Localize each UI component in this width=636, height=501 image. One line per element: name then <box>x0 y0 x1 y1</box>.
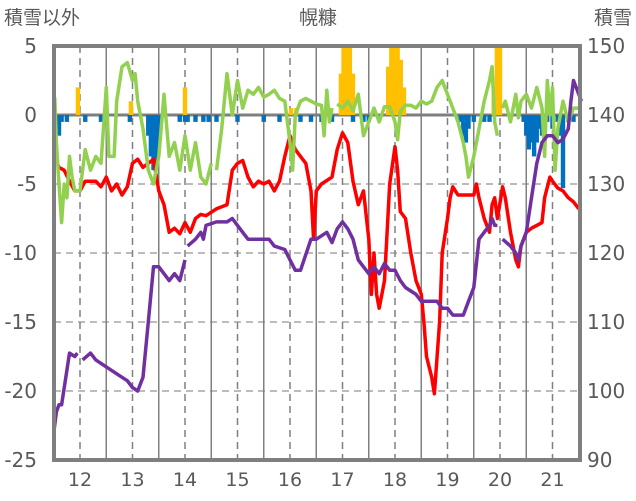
positive-bar <box>347 46 353 115</box>
negative-bar <box>308 115 314 122</box>
negative-bar <box>146 115 151 136</box>
x-tick-label: 19 <box>435 469 459 491</box>
negative-bar <box>298 115 303 122</box>
negative-bar <box>153 115 159 164</box>
negative-bar <box>526 115 532 150</box>
negative-bar <box>361 115 366 122</box>
negative-bar <box>555 115 560 122</box>
x-tick-label: 13 <box>120 469 144 491</box>
negative-bar <box>151 115 156 171</box>
plot-frame <box>52 44 582 462</box>
negative-bar <box>201 115 206 122</box>
right-tick-label: 130 <box>587 172 625 196</box>
negative-bar <box>182 115 188 122</box>
positive-bar <box>494 46 500 115</box>
negative-bar <box>156 115 161 143</box>
right-tick-label: 140 <box>587 103 625 127</box>
negative-bar <box>64 115 70 122</box>
negative-bar <box>537 115 542 129</box>
negative-bar <box>534 115 539 143</box>
x-tick-label: 12 <box>68 469 92 491</box>
negative-bar <box>466 115 471 129</box>
series-lines <box>52 60 584 433</box>
left-tick-label: -25 <box>4 448 37 472</box>
positive-bar <box>497 46 503 115</box>
negative-bar <box>177 115 182 122</box>
right-tick-label: 110 <box>587 310 625 334</box>
negative-bar <box>463 115 469 143</box>
positive-bar <box>128 101 134 115</box>
negative-bar <box>193 115 198 122</box>
positive-bar <box>350 73 356 115</box>
left-tick-label: -15 <box>4 310 37 334</box>
positive-bar <box>385 66 391 115</box>
negative-bar <box>329 115 335 122</box>
negative-bar <box>529 115 534 143</box>
positive-bar <box>344 46 349 115</box>
left-tick-label: -20 <box>4 379 37 403</box>
positive-bar <box>75 87 81 115</box>
negative-bar <box>558 115 563 136</box>
positive-bar <box>338 73 344 115</box>
left-axis-label: 積雪以外 <box>4 7 80 29</box>
negative-bar <box>206 115 211 122</box>
right-tick-label: 100 <box>587 379 625 403</box>
positive-bar <box>341 46 346 115</box>
negative-bar <box>482 115 487 122</box>
negative-bar <box>214 115 219 122</box>
left-tick-label: 0 <box>24 103 37 127</box>
positive-bar <box>182 87 188 115</box>
green-series-line <box>52 60 579 225</box>
left-tick-label: -5 <box>17 172 37 196</box>
negative-bar <box>83 115 88 122</box>
purple-series-line <box>52 78 584 433</box>
right-axis-label: 積雪 <box>594 7 632 29</box>
tick-labels: 5 0 -5 -10 -15 -20 -25 150 140 130 120 110 100 90 12 13… <box>4 34 625 491</box>
x-tick-label: 21 <box>540 469 564 491</box>
negative-bar <box>487 115 492 122</box>
negative-bar <box>350 115 356 122</box>
red-series-line <box>52 131 581 396</box>
negative-bar <box>521 115 526 122</box>
right-tick-label: 150 <box>587 34 625 58</box>
positive-bar <box>395 46 400 115</box>
negative-bar <box>56 115 62 136</box>
x-tick-label: 16 <box>278 469 302 491</box>
x-tick-label: 20 <box>488 469 512 491</box>
negative-bar <box>277 115 282 122</box>
negative-bar <box>560 115 566 189</box>
left-tick-label: -10 <box>4 241 37 265</box>
positive-bar <box>398 59 403 115</box>
negative-bar <box>458 115 463 122</box>
x-tick-label: 18 <box>383 469 407 491</box>
negative-bar <box>235 115 240 122</box>
negative-bar <box>531 115 537 157</box>
negative-bar <box>524 115 529 136</box>
x-tick-label: 14 <box>173 469 197 491</box>
positive-bar <box>288 108 294 115</box>
negative-bar <box>461 115 466 136</box>
x-tick-label: 17 <box>330 469 354 491</box>
negative-bar <box>471 115 476 122</box>
negative-bar <box>127 115 133 122</box>
x-tick-label: 15 <box>225 469 249 491</box>
negative-bar <box>59 115 64 122</box>
right-tick-label: 90 <box>587 448 612 472</box>
negative-bar <box>261 115 266 122</box>
negative-bar <box>148 115 154 157</box>
left-tick-label: 5 <box>24 34 37 58</box>
positive-bar <box>392 46 397 115</box>
plot-border <box>52 44 582 462</box>
positive-bar <box>389 46 394 115</box>
positive-bar <box>401 87 407 115</box>
negative-bar <box>98 115 104 122</box>
right-tick-label: 120 <box>587 241 625 265</box>
negative-bar <box>571 115 576 122</box>
chart-title: 幌糠 <box>299 6 337 29</box>
negative-bar <box>185 115 190 122</box>
